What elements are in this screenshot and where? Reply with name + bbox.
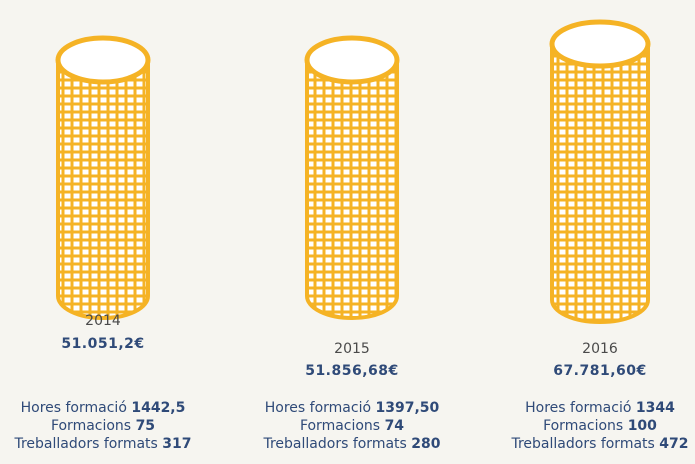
stat-label: Treballadors formats <box>13 436 157 452</box>
stack-body <box>305 58 399 320</box>
stat-line: Hores formació 1344 <box>525 400 675 416</box>
stat-line: Formacions 100 <box>543 418 657 434</box>
stat-line: Formacions 75 <box>51 418 155 434</box>
stat-label: Hores formació <box>525 400 631 416</box>
stat-line: Hores formació 1442,5 <box>21 400 186 416</box>
stat-line: Treballadors formats 472 <box>510 436 688 452</box>
stat-value: 1442,5 <box>131 400 185 416</box>
stat-value: 1344 <box>636 400 675 416</box>
coin-stack <box>304 35 400 320</box>
stat-line: Treballadors formats 280 <box>262 436 440 452</box>
year: 2015 <box>334 341 370 357</box>
stat-label: Hores formació <box>21 400 127 416</box>
amount: 67.781,60€ <box>553 363 647 379</box>
stat-value: 74 <box>385 418 405 434</box>
stat-label: Treballadors formats <box>510 436 654 452</box>
stat-line: Hores formació 1397,50 <box>265 400 440 416</box>
stack-top <box>304 35 400 85</box>
amount: 51.051,2€ <box>61 336 144 352</box>
coin-stack <box>55 35 151 320</box>
stat-label: Treballadors formats <box>262 436 406 452</box>
stat-line: Formacions 74 <box>300 418 404 434</box>
stat-label: Formacions <box>543 418 623 434</box>
stack-top <box>549 19 651 69</box>
stat-value: 1397,50 <box>375 400 439 416</box>
stack-top <box>55 35 151 85</box>
stat-label: Hores formació <box>265 400 371 416</box>
stat-value: 75 <box>136 418 155 434</box>
amount: 51.856,68€ <box>305 363 399 379</box>
year: 2014 <box>85 313 121 329</box>
stat-line: Treballadors formats 317 <box>13 436 191 452</box>
stat-label: Formacions <box>300 418 380 434</box>
stat-label: Formacions <box>51 418 131 434</box>
year: 2016 <box>582 341 618 357</box>
stat-value: 317 <box>162 436 191 452</box>
stack-body <box>56 58 150 320</box>
coin-stack <box>549 19 651 324</box>
stack-body <box>550 42 650 324</box>
stat-value: 100 <box>628 418 657 434</box>
stat-value: 280 <box>411 436 440 452</box>
stat-value: 472 <box>659 436 688 452</box>
